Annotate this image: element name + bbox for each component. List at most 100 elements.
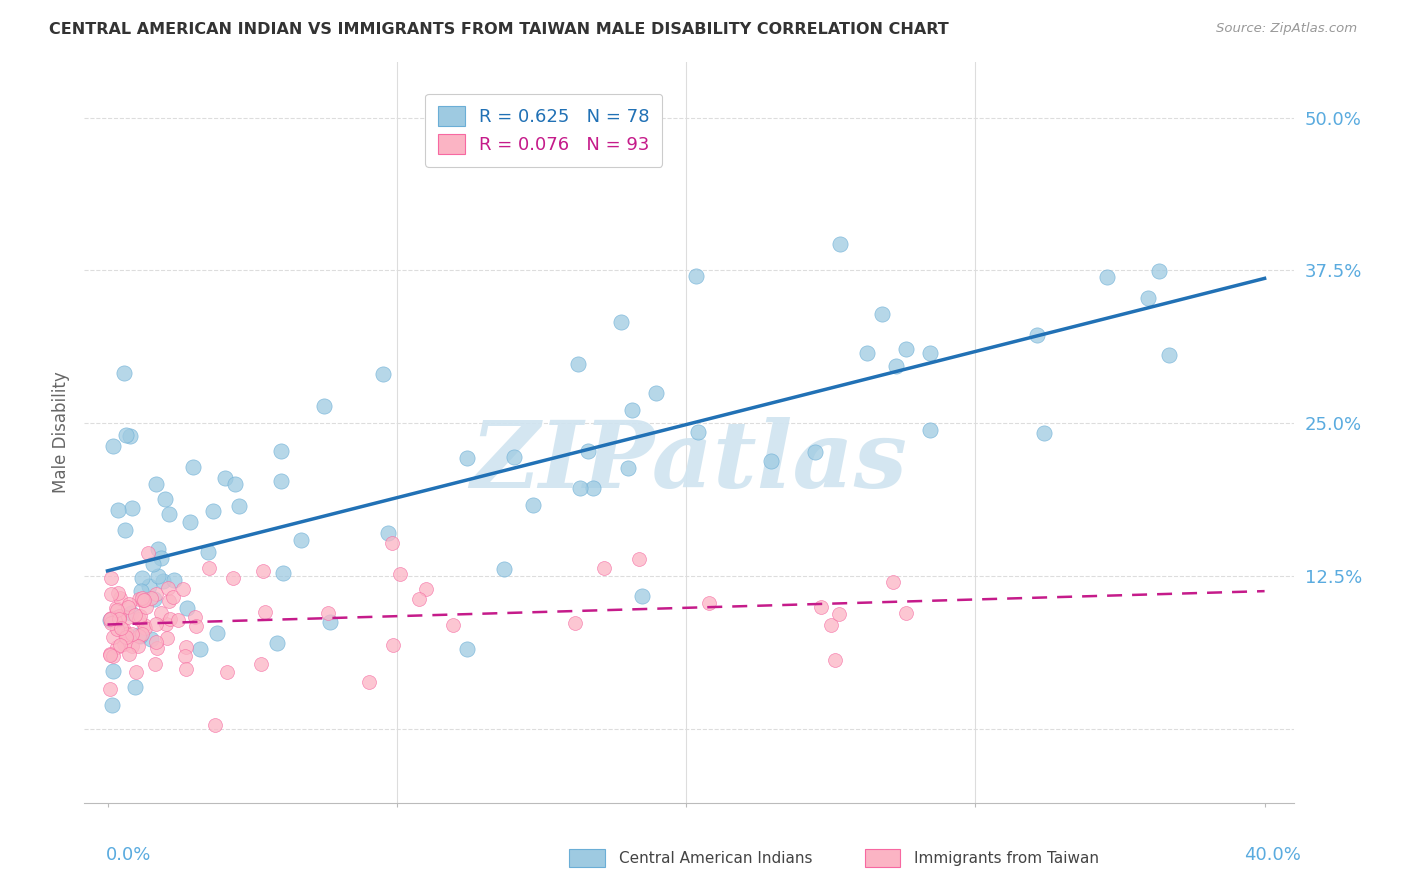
Point: [1026, 328, 1049, 343]
Point: [1033, 426, 1056, 441]
Text: Central American Indians: Central American Indians: [619, 851, 813, 865]
Point: [128, 608, 150, 623]
Point: [100, 616, 122, 631]
Point: [628, 552, 651, 566]
Point: [620, 402, 643, 417]
Point: [157, 581, 180, 595]
Point: [145, 616, 167, 631]
Point: [610, 315, 633, 329]
Point: [222, 571, 245, 585]
Point: [127, 639, 149, 653]
Point: [318, 615, 340, 629]
Point: [828, 607, 851, 621]
Point: [214, 471, 236, 485]
Point: [820, 618, 842, 632]
Point: [124, 680, 146, 694]
Point: [894, 606, 917, 620]
Point: [314, 399, 336, 413]
Point: [110, 621, 132, 635]
Text: 40.0%: 40.0%: [1244, 846, 1301, 863]
Point: [359, 674, 381, 689]
Point: [145, 476, 167, 491]
Point: [228, 499, 250, 513]
Point: [146, 640, 169, 655]
Text: ZIPatlas: ZIPatlas: [471, 417, 907, 508]
Point: [198, 561, 221, 575]
Point: [131, 571, 153, 585]
Point: [127, 628, 149, 642]
Point: [128, 629, 150, 643]
Point: [252, 564, 274, 578]
Point: [114, 524, 136, 538]
Point: [204, 718, 226, 732]
Point: [686, 425, 709, 440]
Point: [100, 681, 122, 696]
Point: [172, 582, 194, 596]
Point: [131, 627, 153, 641]
Point: [105, 640, 128, 654]
Point: [125, 665, 148, 679]
Point: [134, 620, 156, 634]
Point: [155, 617, 177, 632]
Point: [107, 503, 129, 517]
Point: [101, 630, 124, 644]
Point: [138, 579, 160, 593]
Point: [110, 591, 132, 606]
Point: [145, 587, 167, 601]
Point: [569, 481, 592, 495]
Point: [105, 622, 128, 636]
Point: [120, 607, 142, 621]
Point: [136, 546, 159, 560]
Point: [135, 599, 157, 614]
Point: [101, 648, 124, 663]
Point: [120, 429, 142, 443]
Legend: R = 0.625   N = 78, R = 0.076   N = 93: R = 0.625 N = 78, R = 0.076 N = 93: [425, 94, 662, 167]
Point: [415, 582, 437, 597]
Point: [115, 630, 138, 644]
Point: [884, 359, 907, 373]
Point: [824, 652, 846, 666]
Point: [631, 590, 654, 604]
Point: [100, 587, 122, 601]
Point: [173, 648, 195, 663]
Point: [441, 618, 464, 632]
Point: [108, 612, 131, 626]
Point: [145, 635, 167, 649]
Point: [100, 648, 122, 663]
Point: [918, 346, 941, 360]
Point: [142, 557, 165, 571]
Point: [100, 647, 122, 661]
Point: [121, 501, 143, 516]
Point: [153, 491, 176, 506]
Point: [100, 613, 122, 627]
Point: [456, 450, 478, 465]
Point: [1147, 264, 1170, 278]
Point: [224, 477, 246, 491]
Point: [118, 597, 141, 611]
Point: [503, 450, 526, 465]
Point: [179, 515, 201, 529]
Point: [100, 571, 122, 585]
Point: [494, 562, 516, 576]
Point: [152, 574, 174, 588]
Text: 0.0%: 0.0%: [105, 846, 150, 863]
Point: [163, 573, 186, 587]
Point: [1136, 291, 1159, 305]
Point: [582, 481, 605, 495]
Point: [131, 591, 153, 606]
Point: [183, 609, 205, 624]
Text: Immigrants from Taiwan: Immigrants from Taiwan: [914, 851, 1099, 865]
Point: [129, 629, 152, 643]
Point: [146, 541, 169, 556]
Point: [162, 590, 184, 604]
Point: [645, 386, 668, 401]
Text: CENTRAL AMERICAN INDIAN VS IMMIGRANTS FROM TAIWAN MALE DISABILITY CORRELATION CH: CENTRAL AMERICAN INDIAN VS IMMIGRANTS FR…: [49, 22, 949, 37]
Point: [128, 612, 150, 626]
Point: [121, 626, 143, 640]
Point: [104, 614, 127, 628]
Point: [117, 610, 139, 624]
Point: [112, 626, 135, 640]
Point: [131, 593, 153, 607]
Point: [896, 342, 918, 356]
Point: [408, 591, 430, 606]
